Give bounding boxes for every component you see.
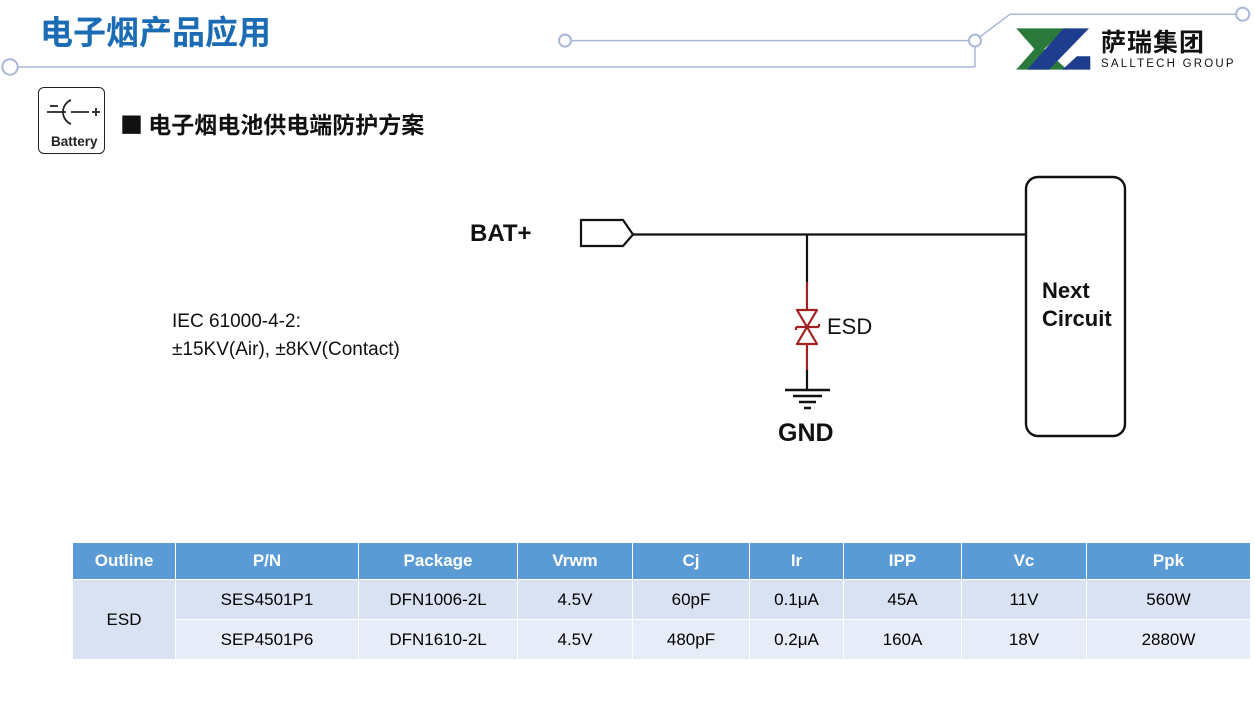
svg-text:BAT+: BAT+ [470, 220, 532, 247]
svg-text:ESD: ESD [827, 314, 872, 339]
svg-text:Next: Next [1042, 278, 1090, 303]
svg-text:Circuit: Circuit [1042, 306, 1112, 331]
svg-text:GND: GND [778, 419, 834, 447]
